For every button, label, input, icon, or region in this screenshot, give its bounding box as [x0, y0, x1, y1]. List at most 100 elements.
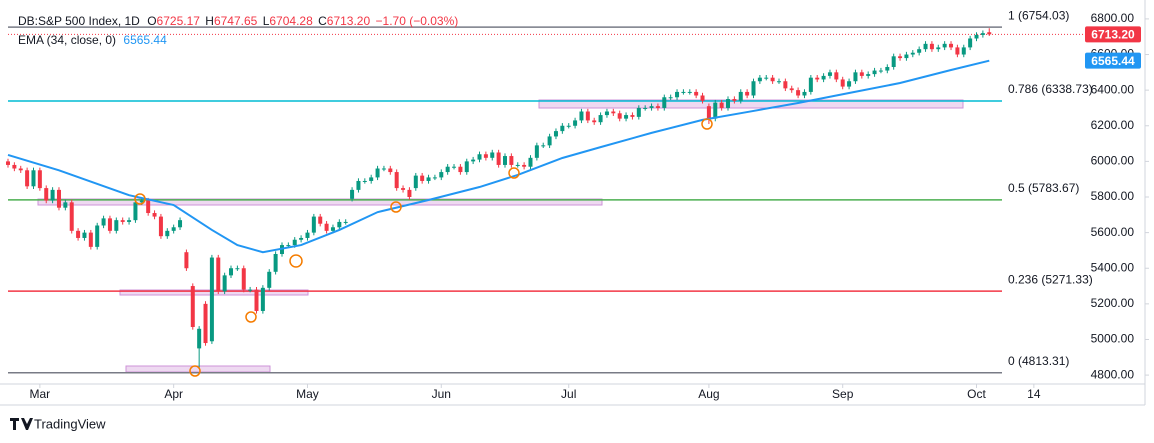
ohlc-value: 6747.65: [214, 14, 258, 28]
candle-body: [751, 81, 756, 96]
candle-body: [273, 253, 278, 272]
x-tick-label: 14: [1027, 387, 1041, 401]
candle-body: [407, 189, 412, 197]
candle-body: [356, 180, 361, 190]
candle-body: [726, 99, 731, 108]
candle-body: [878, 70, 883, 72]
candle-body: [76, 230, 81, 238]
y-tick-label: 4800.00: [1091, 367, 1135, 381]
candle-body: [968, 38, 973, 48]
candle-body: [350, 189, 355, 199]
candle-body: [815, 77, 820, 80]
candle-body: [413, 175, 418, 189]
candle-body: [929, 43, 934, 50]
candle-body: [630, 115, 635, 117]
y-tick-label: 6400.00: [1091, 82, 1135, 96]
candle-body: [515, 164, 520, 166]
candle-body: [216, 257, 221, 292]
candle-body: [6, 161, 10, 165]
candle-body: [25, 170, 30, 187]
candle-body: [490, 152, 495, 158]
marker-circle: [134, 193, 146, 205]
candle-body: [222, 275, 227, 292]
candle-body: [757, 77, 762, 82]
price-tag-box: [1085, 26, 1141, 43]
candle-body: [120, 220, 125, 222]
ohlc-label: H: [205, 14, 214, 28]
candle-body: [949, 43, 954, 48]
y-tick-label: 5000.00: [1091, 332, 1135, 346]
zone-rect: [119, 289, 309, 296]
marker-circle: [508, 167, 520, 179]
candle-body: [337, 221, 342, 228]
candle-body: [898, 56, 903, 59]
candle-body: [738, 91, 743, 101]
candle-body: [286, 245, 291, 247]
ema-line: [7, 59, 990, 254]
candle-body: [776, 81, 781, 83]
candle-body: [541, 145, 546, 147]
candle-body: [534, 145, 539, 158]
candle-body: [439, 172, 444, 178]
candle-body: [114, 220, 119, 231]
candle-body: [923, 43, 928, 50]
candle-body: [88, 232, 93, 247]
ema-name: EMA (34, close, 0): [18, 33, 116, 47]
candle-body: [241, 268, 246, 290]
candle-body: [375, 168, 380, 178]
candle-body: [260, 287, 265, 311]
candle-body: [808, 77, 813, 92]
candle-body: [732, 99, 737, 101]
candle-body: [401, 188, 406, 190]
candle-body: [69, 202, 74, 231]
candle-body: [579, 111, 584, 121]
candle-body: [432, 177, 437, 179]
x-tick-label: Oct: [967, 387, 986, 401]
candle-body: [789, 88, 794, 91]
ohlc-label: C: [318, 14, 327, 28]
candle-body: [197, 328, 202, 349]
candle-body: [203, 303, 208, 344]
x-tick-label: Jun: [432, 387, 451, 401]
candle-body: [770, 77, 775, 82]
candle-body: [821, 75, 826, 80]
candle-body: [426, 177, 431, 181]
candle-body: [209, 257, 214, 342]
candle-body: [668, 97, 673, 99]
candle-body: [37, 170, 42, 189]
fib-label: 1 (6754.03): [1008, 8, 1069, 22]
candle-body: [624, 115, 629, 119]
candle-body: [388, 168, 393, 173]
candle-body: [655, 106, 660, 108]
candle-body: [955, 47, 960, 55]
candle-body: [885, 66, 890, 71]
candle-body: [292, 239, 297, 246]
axes: 4800.00 5000.00 5200.00 5400.00 5600.00 5800.…: [30, 11, 1149, 401]
candle-body: [796, 90, 801, 96]
candle-body: [694, 91, 699, 96]
candle-body: [229, 268, 234, 276]
candle-body: [133, 202, 138, 221]
candle-body: [987, 32, 992, 35]
ema-tag-box: [1085, 52, 1141, 69]
candle-body: [573, 120, 578, 126]
candle-body: [834, 72, 839, 80]
logo-icon: [10, 418, 33, 430]
candle-body: [267, 271, 272, 288]
candle-body: [248, 289, 253, 291]
candle-body: [585, 111, 590, 121]
candle-body: [299, 237, 304, 240]
candle-body: [420, 175, 425, 181]
candle-body: [942, 43, 947, 48]
candle-body: [101, 218, 106, 226]
candle-body: [649, 106, 654, 108]
ema-tag-label: 6565.44: [1091, 54, 1135, 68]
candle-body: [847, 81, 852, 87]
x-tick-label: Sep: [832, 387, 854, 401]
candle-body: [464, 161, 469, 173]
y-tick-label: 6000.00: [1091, 154, 1135, 168]
candle-body: [381, 168, 386, 170]
marker-circle: [390, 201, 402, 213]
candle-body: [190, 286, 195, 328]
fib-label: 0.5 (5783.67): [1008, 181, 1079, 195]
